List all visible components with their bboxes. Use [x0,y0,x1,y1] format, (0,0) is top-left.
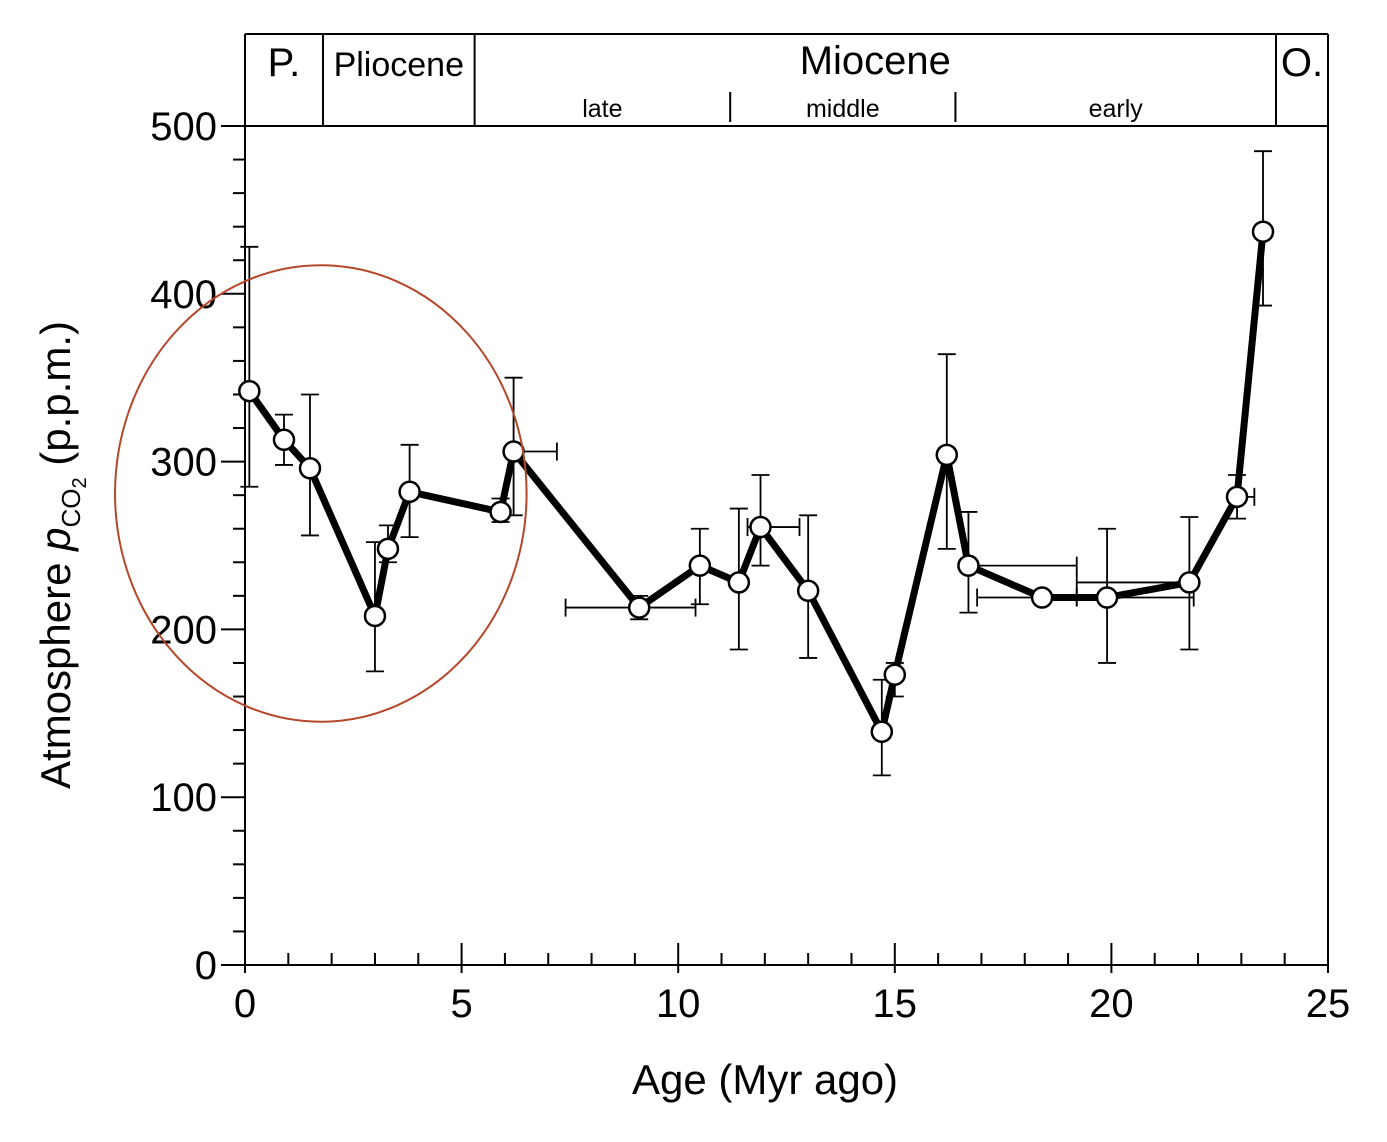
data-point [272,428,296,452]
data-point [376,537,400,561]
error-bars [240,150,1273,777]
y-axis-title-sub1: CO [56,489,86,528]
series-path [245,228,1267,736]
sub-epoch-label: early [1089,95,1144,123]
data-point [398,480,421,504]
series-line [245,228,1267,736]
data-points [238,220,1275,744]
y-axis-title-main: Atmosphere [32,551,79,789]
y-axis-title-p: p [32,528,79,553]
data-point [1225,485,1249,509]
data-point [749,515,772,539]
epoch-label: Miocene [800,39,951,83]
y-axis-title-unit: (p.p.m.) [32,321,79,477]
x-tick-label: 15 [873,982,918,1026]
data-point [627,596,651,619]
data-point [363,604,387,628]
data-point [935,443,959,467]
data-point [489,500,512,524]
x-tick-label: 0 [234,982,256,1026]
y-tick-label: 0 [195,944,217,988]
y-tick-label: 400 [150,273,217,317]
data-point [1251,220,1275,243]
ticks [221,125,1329,973]
x-tick-label: 25 [1306,982,1351,1026]
data-point [796,579,820,603]
data-point [1095,586,1119,609]
epoch-label: O. [1281,41,1323,85]
epoch-label: P. [268,41,301,85]
y-axis-title-sub2: 2 [69,477,91,488]
x-axis-title: Age (Myr ago) [632,1056,898,1103]
highlight-ellipse [114,264,528,723]
y-tick-label: 100 [150,776,217,820]
x-tick-label: 10 [656,982,701,1026]
x-tick-label: 5 [450,982,472,1026]
data-point [688,554,712,577]
sub-epoch-label: late [582,95,622,123]
axes [244,125,1329,966]
annotation [114,264,528,723]
x-tick-label: 20 [1089,982,1134,1026]
tick-labels: 0 100 200 300 400 500 0 5 10 15 20 25 [150,105,1350,1026]
data-point [727,571,751,594]
y-tick-label: 200 [150,608,217,652]
data-point [502,440,525,463]
data-point [238,379,261,403]
data-point [298,457,322,480]
data-point [1030,586,1054,609]
y-tick-label: 300 [150,441,217,485]
data-point [870,720,894,744]
sub-epoch-label: middle [806,95,880,123]
y-tick-label: 500 [150,105,217,149]
epoch-label: Pliocene [334,46,464,84]
data-point [1178,571,1201,594]
y-axis-title: Atmosphere pCO2 (p.p.m.) [32,321,91,789]
data-point [883,663,907,686]
epoch-band: P. Pliocene Miocene O. late middle early [244,33,1329,126]
data-point [957,554,980,577]
